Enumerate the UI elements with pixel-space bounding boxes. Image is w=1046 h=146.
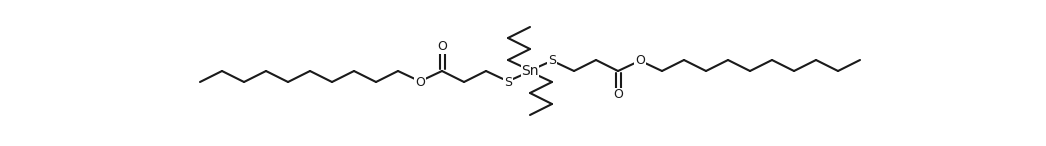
Text: O: O: [415, 75, 425, 88]
Text: O: O: [635, 53, 645, 66]
Text: O: O: [613, 88, 623, 101]
Text: S: S: [548, 53, 556, 66]
Text: Sn: Sn: [521, 64, 539, 78]
Text: S: S: [504, 75, 511, 88]
Text: O: O: [437, 40, 447, 53]
